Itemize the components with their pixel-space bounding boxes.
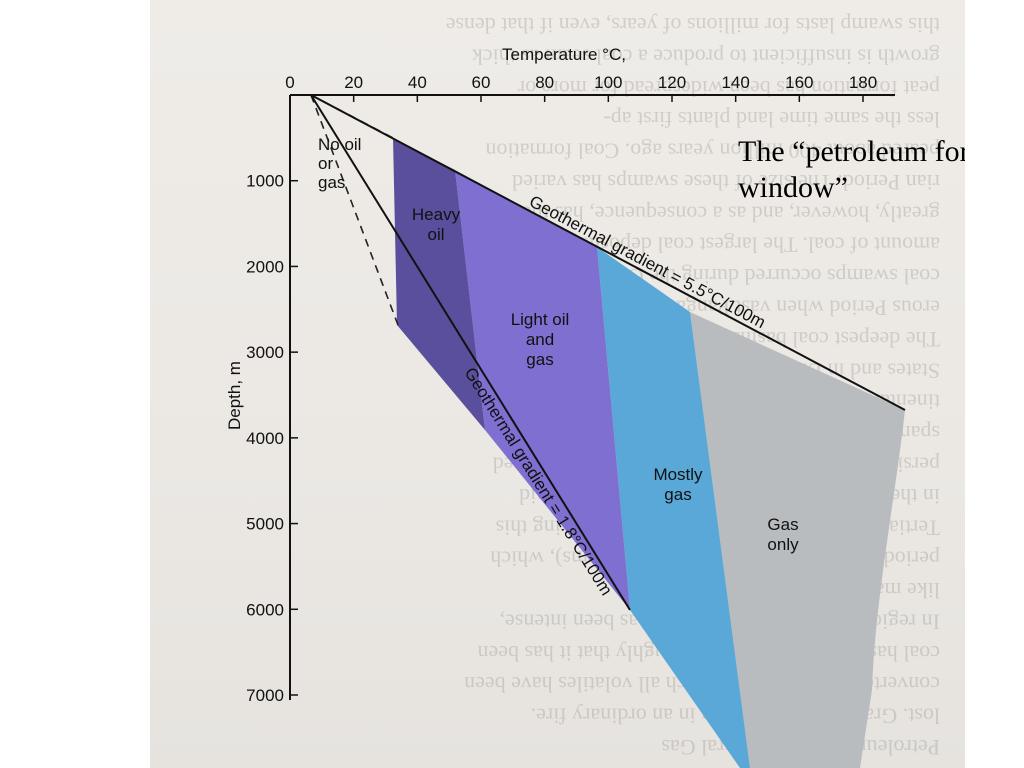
temperature-tick-label: 160 bbox=[785, 73, 813, 92]
zone-label-no-oil: or bbox=[318, 154, 333, 173]
mostly-gas-zone bbox=[597, 247, 750, 768]
gradient-line-high bbox=[310, 94, 906, 411]
zone-label-gas-only: only bbox=[767, 535, 799, 554]
background-text-line: growth is insufficient to produce a coal… bbox=[472, 44, 940, 69]
background-text-line: peat formation has been widespread for m… bbox=[517, 76, 940, 101]
zone-label-no-oil: No oil bbox=[318, 135, 361, 154]
zone-label-heavy-oil: oil bbox=[427, 225, 444, 244]
depth-tick-label: 6000 bbox=[246, 600, 284, 619]
background-text-line: less the same time land plants first ap- bbox=[603, 107, 940, 132]
depth-tick-label: 4000 bbox=[246, 429, 284, 448]
no-oil-boundary-dash bbox=[310, 94, 399, 326]
temperature-tick-label: 100 bbox=[594, 73, 622, 92]
background-text-line: rian Period. The size of these swamps ha… bbox=[512, 170, 940, 195]
zone-label-light-oil: gas bbox=[526, 350, 553, 369]
temperature-tick-label: 40 bbox=[408, 73, 427, 92]
depth-tick-label: 7000 bbox=[246, 686, 284, 705]
temperature-tick-label: 120 bbox=[658, 73, 686, 92]
zone-label-heavy-oil: Heavy bbox=[412, 205, 461, 224]
zone-label-mostly-gas: gas bbox=[664, 485, 691, 504]
depth-axis-ticks: 1000 2000 3000 4000 5000 6000 7000 bbox=[246, 172, 298, 705]
heavy-oil-zone bbox=[393, 138, 485, 430]
temperature-tick-label: 180 bbox=[849, 73, 877, 92]
temperature-axis-ticks: 0 20 40 60 80 100 120 140 160 180 bbox=[285, 73, 877, 102]
zone-label-light-oil: and bbox=[526, 330, 554, 349]
slide-caption: The “petroleum formation window” bbox=[738, 135, 965, 204]
background-text-line: amount of coal. The largest coal deposit… bbox=[580, 233, 940, 258]
gas-only-zone bbox=[690, 312, 905, 768]
temperature-axis-title: Temperature °C, bbox=[502, 45, 626, 64]
temperature-tick-label: 60 bbox=[472, 73, 491, 92]
zone-label-no-oil: gas bbox=[318, 173, 345, 192]
background-text-line: greatly, however, and as a consequence, … bbox=[522, 201, 940, 226]
depth-axis-title: Depth, m bbox=[225, 361, 244, 430]
temperature-tick-label: 20 bbox=[344, 73, 363, 92]
depth-tick-label: 1000 bbox=[246, 172, 284, 191]
zone-label-light-oil: Light oil bbox=[511, 310, 570, 329]
scanned-page: this swamp lasts for millions of years, … bbox=[150, 0, 965, 768]
zone-label-gas-only: Gas bbox=[767, 515, 798, 534]
depth-tick-label: 3000 bbox=[246, 343, 284, 362]
gradient-line-low bbox=[310, 94, 631, 611]
light-oil-zone bbox=[455, 170, 630, 610]
background-text-line: peared about 400 million years ago. Coal… bbox=[485, 139, 940, 164]
temperature-tick-label: 140 bbox=[721, 73, 749, 92]
background-text-line: this swamp lasts for millions of years, … bbox=[446, 13, 940, 38]
temperature-tick-label: 0 bbox=[285, 73, 294, 92]
depth-tick-label: 5000 bbox=[246, 515, 284, 534]
petroleum-window-diagram: this swamp lasts for millions of years, … bbox=[225, 13, 940, 768]
temperature-tick-label: 80 bbox=[535, 73, 554, 92]
zone-label-mostly-gas: Mostly bbox=[653, 465, 703, 484]
depth-tick-label: 2000 bbox=[246, 257, 284, 276]
